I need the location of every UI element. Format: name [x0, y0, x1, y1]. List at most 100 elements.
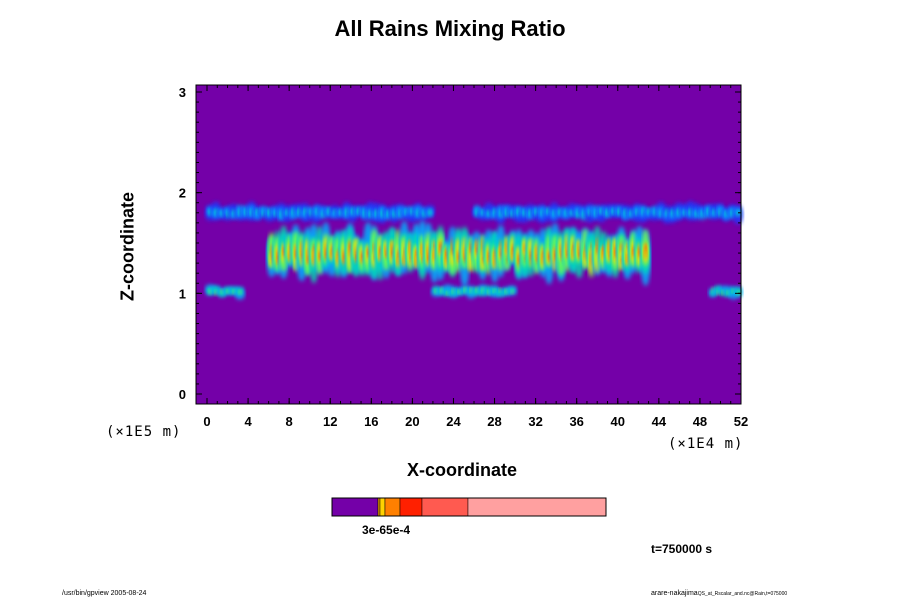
x-tick-label: 36 — [569, 414, 583, 429]
cloud-cell — [644, 243, 647, 251]
cloud-cell — [560, 251, 563, 261]
cloud-cell — [511, 244, 514, 254]
cloud-cell — [306, 257, 309, 263]
x-scale-label: (×1E4 m) — [668, 436, 744, 452]
cloud-cell — [716, 291, 720, 295]
cloud-cell — [469, 244, 472, 253]
cloud-cell — [421, 254, 424, 263]
cloud-cell — [602, 244, 605, 254]
cloud-cell — [385, 251, 388, 258]
cloud-cell — [367, 249, 370, 257]
cloud-cell — [505, 256, 508, 263]
cloud-cell — [492, 289, 497, 293]
cloud-cell — [578, 250, 581, 259]
cloud-cell — [427, 253, 430, 263]
cloud-cell — [409, 253, 412, 262]
cloud-cell — [493, 247, 496, 256]
cloud-cell — [463, 254, 466, 263]
cloud-cell — [403, 248, 406, 256]
cloud-cell — [499, 250, 502, 259]
cloud-cell — [548, 253, 550, 262]
cloud-cell — [524, 255, 526, 262]
cloud-cell — [508, 287, 516, 293]
cloud-cell — [518, 256, 520, 263]
cloud-cell — [481, 288, 485, 292]
cloud-cell — [325, 250, 327, 258]
cloud-cell — [614, 248, 617, 256]
cloud-cell — [700, 211, 705, 216]
colorbar-segment — [331, 497, 379, 517]
x-tick-label: 4 — [244, 414, 252, 429]
cloud-cell — [300, 251, 303, 261]
cloud-cell — [282, 247, 285, 255]
x-tick-label: 8 — [286, 414, 293, 429]
cloud-cell — [481, 254, 484, 264]
y-axis-label: Z-coordinate — [117, 192, 138, 302]
cloud-cell — [337, 249, 339, 255]
cloud-cell — [566, 251, 569, 258]
cloud-cell — [554, 251, 556, 260]
colorbar-segment — [421, 497, 469, 517]
cloud-cell — [373, 254, 376, 260]
cloud-cell — [343, 253, 345, 262]
x-tick-label: 52 — [734, 414, 748, 429]
plot-frame — [195, 84, 742, 405]
cloud-cell — [276, 253, 279, 262]
x-tick-label: 0 — [203, 414, 210, 429]
x-tick-label: 24 — [446, 414, 461, 429]
colorbar-frame — [331, 497, 607, 517]
cloud-cell — [536, 255, 538, 264]
x-tick-label: 16 — [364, 414, 378, 429]
time-label: t=750000 s — [651, 542, 713, 556]
x-tick-label: 48 — [693, 414, 707, 429]
footer-right: arare-nakajimaQS_at_Rscalar_and.nc@Rain,… — [651, 590, 788, 597]
cloud-cell — [498, 211, 503, 217]
cloud-cell — [445, 249, 448, 259]
y-tick-label: 2 — [179, 186, 186, 201]
cloud-cell — [288, 244, 291, 251]
cloud-cell — [451, 245, 454, 254]
cloud-cell — [331, 244, 333, 254]
cloud-cell — [355, 252, 357, 262]
cloud-cell — [391, 248, 394, 258]
cloud-cell — [608, 252, 611, 260]
cloud-cell — [379, 247, 382, 253]
cloud-cell — [428, 209, 432, 215]
cloud-cell — [626, 244, 629, 250]
y-tick-label: 3 — [179, 85, 186, 100]
cloud-cell — [572, 243, 575, 250]
cloud-cell — [361, 252, 363, 260]
colorbar-label: 3e-65e-4 — [362, 523, 411, 537]
cloud-cell — [457, 290, 462, 294]
cloud-cell — [415, 249, 418, 255]
cloud-cell — [736, 291, 740, 295]
cloud-cell — [392, 211, 397, 218]
cloud-cell — [736, 211, 740, 216]
y-tick-label: 1 — [179, 286, 186, 301]
x-axis-label: X-coordinate — [407, 460, 518, 480]
footer-left: /usr/bin/gpview 2005-08-24 — [62, 590, 147, 597]
cloud-cell — [414, 250, 419, 269]
cloud-cell — [694, 212, 699, 217]
cloud-cell — [396, 252, 401, 266]
cloud-cell — [318, 253, 321, 260]
cloud-cell — [620, 256, 623, 264]
x-tick-label: 12 — [323, 414, 337, 429]
cloud-cell — [422, 211, 426, 218]
x-tick-label: 44 — [652, 414, 667, 429]
y-tick-label: 0 — [179, 387, 186, 402]
cloud-cell — [238, 290, 242, 294]
cloud-cell — [510, 290, 514, 294]
colorbar-segment — [379, 497, 386, 517]
colorbar-segment — [399, 497, 423, 517]
cloud-cell — [294, 252, 297, 258]
y-scale-label: (×1E5 m) — [106, 424, 182, 440]
cloud-cell — [312, 244, 315, 251]
cloud-cell — [530, 252, 532, 258]
cloud-cell — [584, 243, 587, 250]
cloud-cell — [632, 247, 635, 254]
x-tick-label: 28 — [487, 414, 501, 429]
cloud-cell — [643, 243, 648, 260]
colorbar-segment — [377, 497, 381, 517]
